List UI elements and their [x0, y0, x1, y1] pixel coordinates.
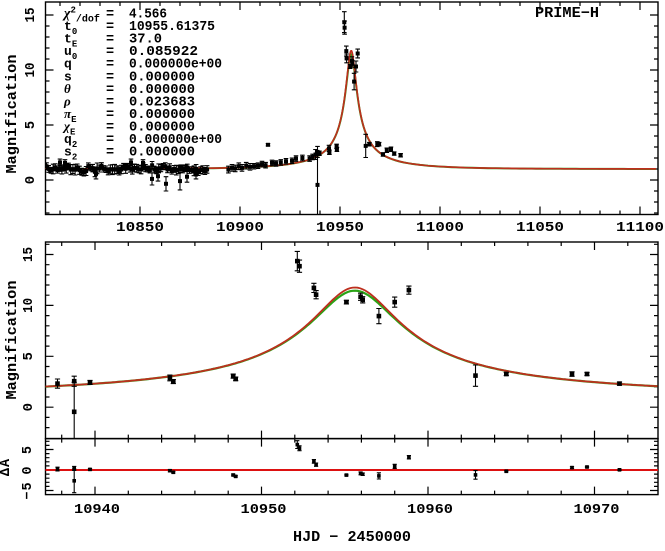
svg-text:=: = — [106, 108, 114, 123]
svg-text:10: 10 — [21, 298, 37, 313]
svg-text:0: 0 — [21, 465, 36, 474]
svg-text:=: = — [106, 58, 114, 73]
svg-text:10950: 10950 — [241, 502, 287, 518]
svg-text:10950: 10950 — [316, 220, 364, 236]
svg-text:0.085922: 0.085922 — [129, 45, 198, 60]
svg-text:=: = — [106, 8, 114, 23]
svg-text:−5: −5 — [21, 481, 36, 499]
svg-text:=: = — [106, 83, 114, 98]
svg-text:37.0: 37.0 — [129, 33, 162, 48]
svg-text:0.023683: 0.023683 — [129, 95, 195, 110]
svg-text:10900: 10900 — [216, 220, 264, 236]
svg-text:15: 15 — [21, 247, 37, 262]
svg-text:10850: 10850 — [116, 220, 164, 236]
svg-text:=: = — [106, 120, 114, 135]
svg-text:5: 5 — [21, 445, 36, 454]
svg-text:ΔA: ΔA — [0, 458, 14, 476]
svg-text:0.000000: 0.000000 — [129, 146, 195, 161]
svg-text:=: = — [106, 70, 114, 85]
svg-text:15: 15 — [23, 8, 39, 23]
svg-text:0.000000: 0.000000 — [129, 108, 195, 123]
svg-text:0.000000: 0.000000 — [129, 70, 195, 85]
svg-text:=: = — [106, 133, 114, 148]
svg-text:0.000000e+00: 0.000000e+00 — [129, 58, 222, 73]
svg-text:4.566: 4.566 — [129, 8, 167, 23]
svg-text:0: 0 — [21, 403, 37, 411]
svg-text:HJD − 2450000: HJD − 2450000 — [293, 530, 411, 546]
svg-text:Magnification: Magnification — [5, 281, 21, 400]
svg-text:10960: 10960 — [407, 502, 453, 518]
svg-text:=: = — [106, 20, 114, 35]
svg-text:=: = — [106, 33, 114, 48]
svg-text:0.000000: 0.000000 — [129, 120, 195, 135]
svg-text:Magnification: Magnification — [5, 55, 21, 174]
svg-text:0.000000e+00: 0.000000e+00 — [129, 133, 222, 148]
svg-text:PRIME−H: PRIME−H — [535, 6, 599, 22]
svg-text:10955.61375: 10955.61375 — [129, 20, 215, 35]
svg-text:11100: 11100 — [616, 220, 664, 236]
svg-text:=: = — [106, 146, 114, 161]
svg-text:10940: 10940 — [74, 502, 120, 518]
svg-text:0: 0 — [23, 176, 39, 184]
svg-text:s: s — [64, 69, 72, 84]
svg-text:5: 5 — [23, 121, 39, 129]
svg-text:=: = — [106, 45, 114, 60]
svg-text:θ: θ — [64, 81, 71, 96]
svg-text:10: 10 — [23, 63, 39, 78]
svg-text:q: q — [64, 57, 72, 72]
svg-text:5: 5 — [21, 352, 37, 360]
svg-text:11050: 11050 — [516, 220, 564, 236]
svg-text:10970: 10970 — [574, 502, 620, 518]
svg-text:ρ: ρ — [63, 93, 71, 108]
svg-text:0.000000: 0.000000 — [129, 83, 195, 98]
svg-text:11000: 11000 — [416, 220, 464, 236]
svg-text:=: = — [106, 95, 114, 110]
